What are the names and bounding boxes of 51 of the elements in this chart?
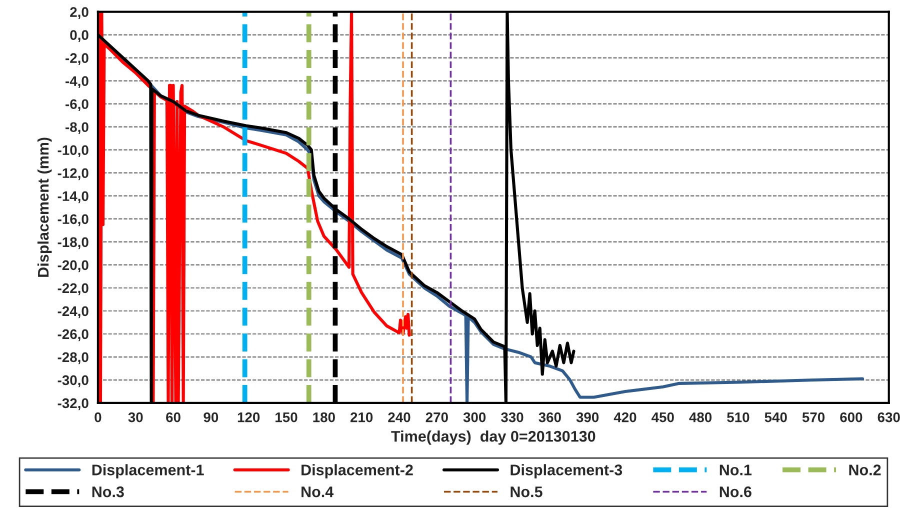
legend-label: No.6 xyxy=(720,486,752,498)
x-tick-label: 270 xyxy=(426,412,448,422)
x-tick-label: 210 xyxy=(350,412,373,422)
x-tick-label: 150 xyxy=(276,412,298,422)
x-tick-label: 60 xyxy=(166,412,180,422)
y-axis-title: Displacement (mm) xyxy=(37,138,52,277)
legend-label: No.1 xyxy=(720,464,752,476)
x-tick-label: 510 xyxy=(727,412,750,422)
legend-label: No.4 xyxy=(302,486,334,498)
y-tick-label: -14,0 xyxy=(58,191,88,204)
x-tick-label: 420 xyxy=(614,412,636,422)
y-tick-label: -22,0 xyxy=(58,283,88,296)
x-tick-label: 30 xyxy=(128,412,143,422)
y-tick-label: -32,0 xyxy=(58,398,88,410)
x-tick-label: 330 xyxy=(500,412,524,422)
y-tick-label: -24,0 xyxy=(58,306,88,318)
x-tick-label: 480 xyxy=(689,412,712,422)
legend-label: Displacement-3 xyxy=(510,464,622,478)
x-tick-label: 450 xyxy=(652,412,674,422)
legend-label: No.5 xyxy=(510,486,542,498)
x-axis-title: Time(days) day 0=20130130 xyxy=(391,430,596,445)
x-tick-label: 630 xyxy=(878,412,900,422)
legend-label: No.3 xyxy=(92,486,124,498)
x-tick-label: 570 xyxy=(802,412,825,422)
x-tick-label: 120 xyxy=(238,412,260,422)
y-tick-label: -30,0 xyxy=(58,375,88,388)
y-tick-label: -28,0 xyxy=(58,352,88,364)
y-tick-label: -6,0 xyxy=(66,99,88,112)
x-tick-label: 0 xyxy=(94,412,102,422)
y-tick-label: 2,0 xyxy=(70,7,88,20)
y-tick-label: -12,0 xyxy=(58,168,88,180)
x-tick-label: 390 xyxy=(576,412,599,422)
y-tick-label: -16,0 xyxy=(58,214,88,226)
x-tick-label: 240 xyxy=(388,412,410,422)
x-tick-label: 360 xyxy=(538,412,561,422)
y-tick-label: -4,0 xyxy=(66,76,88,88)
y-tick-label: -10,0 xyxy=(58,145,88,158)
x-tick-label: 300 xyxy=(463,412,486,422)
y-tick-label: -18,0 xyxy=(58,237,88,250)
x-tick-label: 540 xyxy=(764,412,787,422)
legend-label: Displacement-1 xyxy=(92,464,204,478)
x-tick-label: 90 xyxy=(204,412,218,422)
x-tick-label: 180 xyxy=(313,412,335,422)
legend-label: No.2 xyxy=(849,464,881,476)
legend-label: Displacement-2 xyxy=(302,464,413,478)
y-tick-label: -20,0 xyxy=(58,260,88,272)
x-tick-label: 600 xyxy=(840,412,862,422)
y-tick-label: -26,0 xyxy=(58,329,88,342)
y-tick-label: -8,0 xyxy=(66,122,88,134)
y-tick-label: -2,0 xyxy=(66,53,88,66)
y-tick-label: 0,0 xyxy=(70,30,88,42)
